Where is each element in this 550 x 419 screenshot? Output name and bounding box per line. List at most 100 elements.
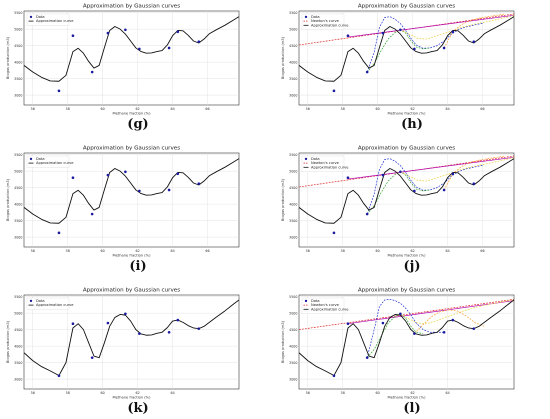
data-point bbox=[399, 312, 402, 316]
y-tick-label: 4000 bbox=[289, 344, 297, 348]
legend-label: Approximation curve bbox=[36, 19, 74, 23]
y-tick-label: 3500 bbox=[289, 361, 297, 365]
series-line-approximation-curve bbox=[299, 158, 514, 224]
x-tick-label: 64 bbox=[445, 391, 449, 395]
y-tick-label: 5500 bbox=[289, 153, 297, 157]
x-tick-label: 66 bbox=[480, 249, 484, 253]
legend-label: Data bbox=[36, 157, 45, 161]
data-point bbox=[106, 321, 110, 325]
data-point bbox=[413, 47, 416, 51]
x-tick-label: 56 bbox=[31, 391, 35, 395]
legend-label: Approximation curve bbox=[36, 161, 74, 165]
series-line-approximation-curve bbox=[24, 158, 239, 224]
chart-title: Approximation by Gaussian curves bbox=[358, 146, 455, 152]
data-point bbox=[346, 34, 350, 38]
x-tick-label: 62 bbox=[411, 391, 415, 395]
y-axis-label: Biogas production (m3) bbox=[6, 36, 10, 79]
y-tick-label: 3000 bbox=[14, 235, 22, 239]
series-line-approximation-curve bbox=[299, 16, 514, 82]
data-point bbox=[381, 31, 385, 35]
legend-marker-data bbox=[29, 15, 33, 19]
data-point bbox=[90, 70, 94, 74]
data-point bbox=[332, 89, 336, 93]
y-tick-label: 4500 bbox=[289, 186, 297, 190]
x-tick-label: 62 bbox=[136, 107, 140, 111]
legend-label: Approximation curve bbox=[36, 303, 74, 307]
y-tick-label: 3000 bbox=[289, 235, 297, 239]
panel-label-h: (h) bbox=[401, 117, 423, 132]
series-line-helper-curve bbox=[347, 300, 514, 325]
y-axis-label: Biogas production (m3) bbox=[281, 36, 285, 79]
x-tick-label: 64 bbox=[170, 107, 174, 111]
x-tick-label: 64 bbox=[445, 107, 449, 111]
y-axis-label: Biogas production (m3) bbox=[281, 320, 285, 363]
chart-title: Approximation by Gaussian curves bbox=[83, 146, 180, 152]
x-axis-label: Methane fraction (%) bbox=[388, 254, 427, 258]
y-axis-label: Biogas production (m3) bbox=[6, 320, 10, 363]
data-point bbox=[451, 172, 455, 176]
chart-k: 56 58 60 62 64 3000 3500 4000 4500 5000 5500 Approx… bbox=[6, 288, 240, 400]
data-point bbox=[365, 356, 369, 359]
data-point bbox=[346, 322, 350, 325]
y-tick-label: 4500 bbox=[14, 44, 22, 48]
x-tick-label: 64 bbox=[170, 249, 174, 253]
legend-label: Data bbox=[311, 15, 320, 19]
x-axis-label: Methane fraction (%) bbox=[113, 112, 152, 116]
panel-label-i: (i) bbox=[129, 259, 146, 274]
x-tick-label: 60 bbox=[376, 107, 380, 111]
data-point bbox=[442, 46, 446, 50]
x-tick-label: 56 bbox=[306, 249, 310, 253]
x-axis-label: Methane fraction (%) bbox=[113, 396, 152, 400]
legend-box bbox=[301, 155, 345, 172]
y-tick-label: 5000 bbox=[289, 169, 297, 173]
data-point bbox=[197, 40, 201, 43]
legend-marker-data bbox=[29, 157, 33, 161]
y-tick-label: 5500 bbox=[14, 11, 22, 15]
y-tick-label: 3000 bbox=[289, 377, 297, 381]
y-tick-label: 4000 bbox=[14, 202, 22, 206]
legend-marker-data bbox=[304, 15, 308, 19]
legend-label: Data bbox=[311, 157, 320, 161]
series-line-helper-curve bbox=[347, 156, 514, 180]
chart-h: 56 58 60 62 64 66 3000 3500 4000 4500 5000 5500 Appr… bbox=[281, 4, 515, 116]
y-tick-label: 3500 bbox=[289, 219, 297, 223]
y-tick-label: 4000 bbox=[289, 202, 297, 206]
data-point bbox=[442, 330, 446, 334]
y-tick-label: 3000 bbox=[14, 93, 22, 97]
series-line-approximation-curve bbox=[24, 16, 239, 82]
x-tick-label: 66 bbox=[480, 107, 484, 111]
x-axis-label: Methane fraction (%) bbox=[388, 112, 427, 116]
series-line-helper-curve bbox=[366, 158, 483, 215]
x-tick-label: 60 bbox=[376, 249, 380, 253]
legend-box bbox=[26, 13, 70, 26]
series-line-helper-curve bbox=[347, 14, 514, 38]
data-point bbox=[472, 40, 476, 43]
legend-label: Newton's curve bbox=[311, 19, 340, 23]
x-axis-label: Methane fraction (%) bbox=[388, 396, 427, 400]
y-tick-label: 4000 bbox=[14, 344, 22, 348]
series-line-helper-curve bbox=[366, 298, 445, 358]
plot-frame bbox=[23, 152, 240, 248]
x-tick-label: 62 bbox=[136, 391, 140, 395]
series-line-helper-curve bbox=[414, 309, 485, 334]
y-tick-label: 3000 bbox=[289, 93, 297, 97]
data-point bbox=[90, 356, 94, 359]
data-point bbox=[346, 176, 350, 180]
data-point bbox=[451, 318, 455, 322]
y-tick-label: 5500 bbox=[14, 295, 22, 299]
data-point bbox=[413, 189, 416, 193]
y-tick-label: 5000 bbox=[14, 27, 22, 31]
data-point bbox=[197, 327, 201, 330]
x-tick-label: 56 bbox=[306, 391, 310, 395]
data-point bbox=[332, 231, 336, 235]
data-point bbox=[57, 89, 61, 93]
x-tick-label: 56 bbox=[31, 249, 35, 253]
y-tick-label: 5500 bbox=[14, 153, 22, 157]
x-tick-label: 60 bbox=[101, 249, 105, 253]
y-tick-label: 3500 bbox=[14, 77, 22, 81]
plot-frame bbox=[23, 10, 240, 106]
series-line-helper-curve bbox=[400, 157, 514, 182]
x-axis-label: Methane fraction (%) bbox=[113, 254, 152, 258]
legend-label: Data bbox=[36, 299, 45, 303]
y-tick-label: 5500 bbox=[289, 11, 297, 15]
